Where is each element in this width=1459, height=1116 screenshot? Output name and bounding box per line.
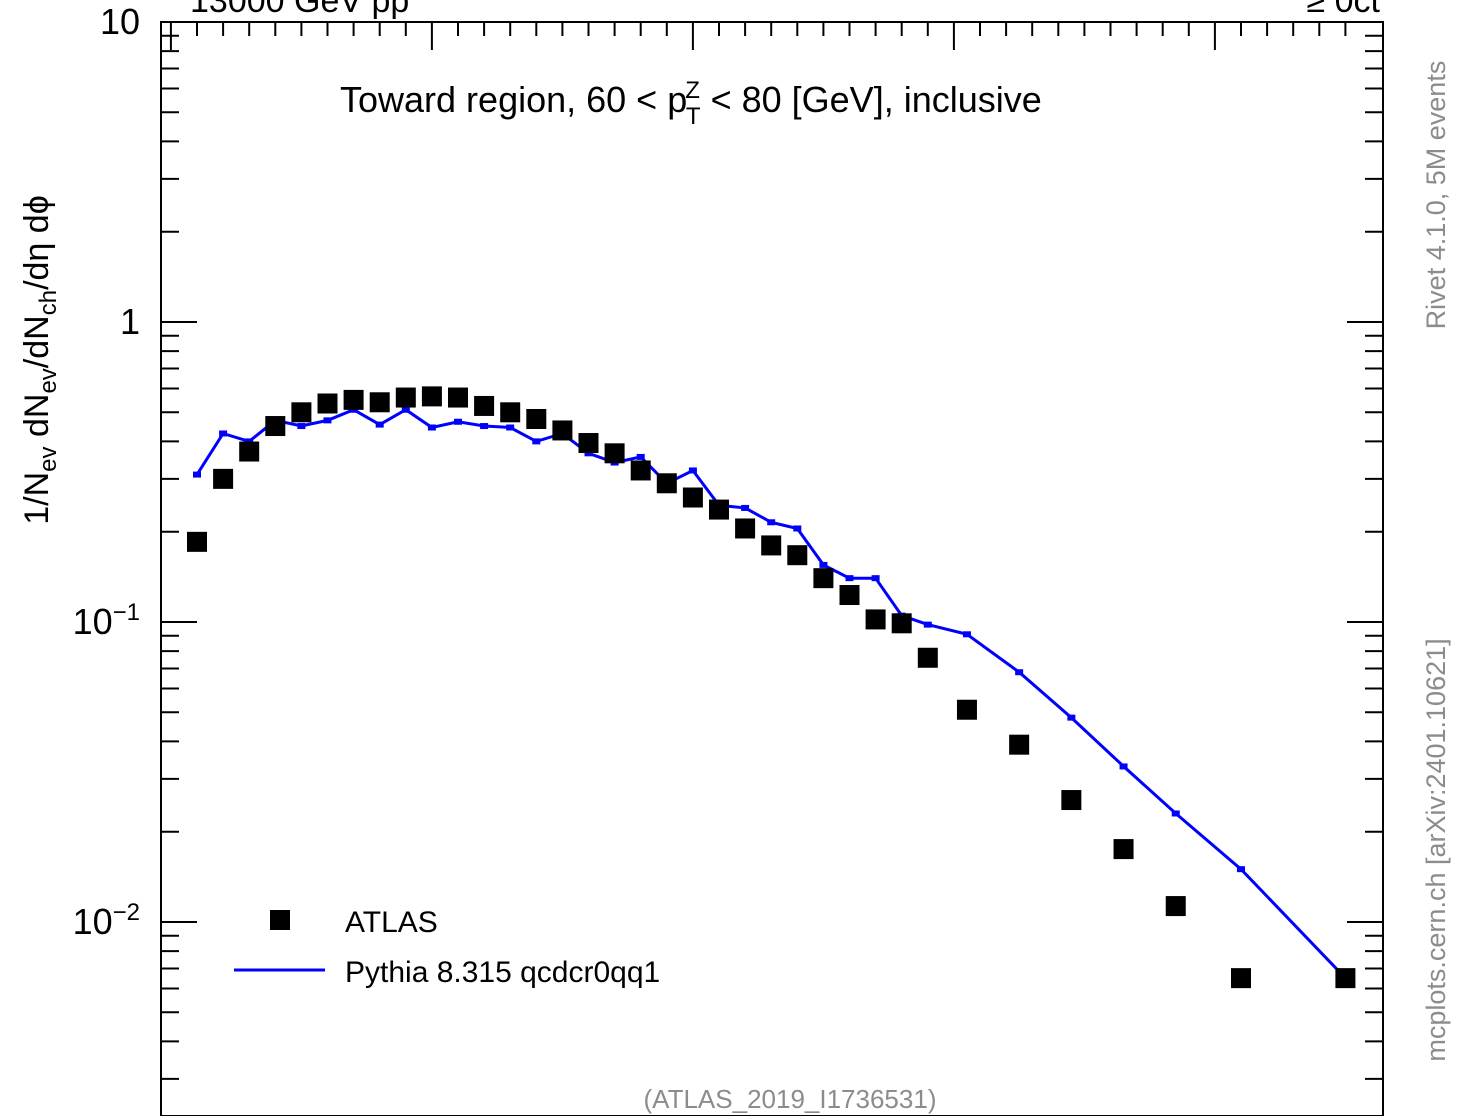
pythia-point [871,575,880,582]
pythia-point [193,471,201,478]
pythia-point [584,450,593,457]
atlas-point [578,433,599,454]
atlas-point [265,416,286,437]
pythia-point [845,575,854,582]
atlas-point [865,609,886,630]
pythia-point [793,525,802,532]
rivet-label: Rivet 4.1.0, 5M events [1421,61,1451,330]
atlas-point [421,386,442,407]
atlas-point [630,460,651,481]
pythia-point [1067,714,1076,721]
y-tick-labels: 10 1 10−1 10−2 [73,1,140,942]
pythia-point [1015,669,1024,676]
y-tick-label: 10−2 [73,899,140,942]
atlas-point [213,468,234,489]
atlas-point [761,535,782,556]
header-right-text: ≥ 0ct [1307,0,1381,20]
pythia-point [506,424,515,431]
atlas-point [956,699,977,720]
series-atlas [187,386,1356,989]
atlas-point [187,531,207,552]
atlas-point [317,393,338,414]
pythia-point [819,561,828,568]
atlas-point [474,395,495,416]
mcplots-label: mcplots.cern.ch [arXiv:2401.10621] [1421,638,1451,1061]
pythia-point [962,631,971,638]
pythia-point [1171,810,1180,817]
pythia-point [688,467,697,474]
atlas-point [395,387,416,408]
pythia-line [195,407,1347,980]
pythia-point [636,453,645,460]
pythia-point [454,418,462,425]
pythia-point [245,438,254,445]
atlas-point [526,408,547,429]
y-tick-label: 10 [100,1,140,42]
atlas-point [1009,734,1030,755]
atlas-point [917,647,938,668]
atlas-point [1061,790,1082,811]
pythia-point [323,417,332,424]
pythia-point [741,504,750,511]
pythia-point [297,423,306,430]
atlas-point [1113,839,1134,860]
series-pythia [193,406,1350,982]
atlas-point [343,389,364,410]
atlas-point [239,441,260,462]
atlas-point [552,420,573,441]
atlas-point [839,585,860,606]
pythia-point [767,519,776,526]
pythia-point [401,406,410,413]
pythia-point [532,438,541,445]
pythia-point [1119,763,1128,770]
header-left-text: 13000 GeV pp [190,0,409,20]
analysis-label: (ATLAS_2019_I1736531) [644,1084,937,1114]
atlas-point [735,518,756,539]
atlas-point [1335,968,1356,989]
atlas-point [291,402,312,423]
legend: ATLAS Pythia 8.315 qcdcr0qq1 [234,906,660,989]
pythia-point [480,423,489,430]
atlas-point [787,545,808,566]
atlas-point [813,568,834,589]
pythia-point [219,430,228,437]
legend-label-atlas: ATLAS [345,906,438,939]
y-tick-label: 1 [120,301,140,342]
pythia-point [1237,866,1245,873]
plot-frame [160,21,1384,1116]
y-tick-label: 10−1 [73,599,140,642]
atlas-point [604,443,625,464]
atlas-point [682,487,703,508]
atlas-point [500,402,521,423]
legend-marker-atlas [270,910,290,930]
pythia-point [375,421,384,428]
axis-ticks [161,21,1383,1080]
pythia-point [923,621,932,628]
atlas-point [709,499,729,520]
atlas-point [369,392,390,413]
atlas-point [1165,896,1186,917]
atlas-point [891,613,912,634]
atlas-point [656,473,677,494]
chart-title: Toward region, 60 < pZ T < 80 [GeV], incl… [340,77,1042,130]
atlas-point [1231,968,1251,989]
pythia-point [427,424,436,431]
legend-label-pythia: Pythia 8.315 qcdcr0qq1 [345,956,660,989]
atlas-point [448,387,468,408]
y-axis-label: 1/Nev dNev/dNch/dη dϕ [18,195,62,525]
